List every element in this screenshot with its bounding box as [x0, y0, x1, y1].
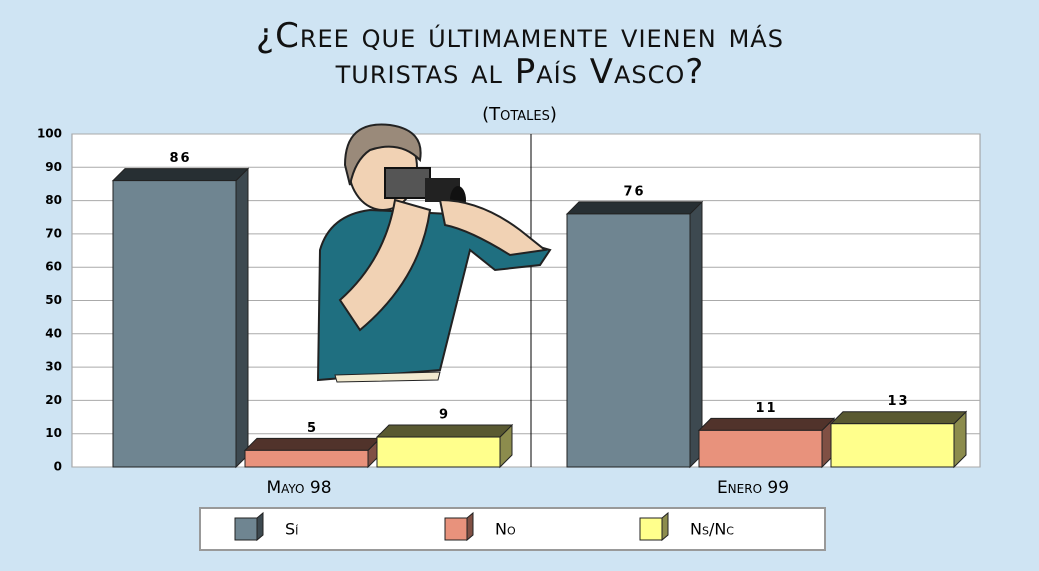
y-tick-label: 10: [45, 426, 62, 440]
y-tick-label: 40: [45, 326, 62, 340]
bar-front: [831, 424, 954, 467]
bar-side: [690, 202, 702, 467]
legend-label: No: [495, 520, 516, 539]
legend-swatch-side: [662, 513, 668, 540]
bar-front: [377, 437, 500, 467]
chart-subtitle: (Totales): [0, 104, 1039, 125]
bar-front: [699, 430, 822, 467]
bar-top: [567, 202, 702, 214]
y-tick-label: 80: [45, 193, 62, 207]
legend-label: Ns/Nc: [690, 520, 734, 539]
y-tick-label: 90: [45, 160, 62, 174]
page: 86 5 9 76 11 13 Sí No Ns/Nc 0 10 20 30 40 50 60 70 80 90…: [0, 0, 1039, 571]
legend-label: Sí: [285, 520, 298, 539]
x-tick-label: Mayo 98: [266, 478, 331, 498]
bar-top: [245, 438, 380, 450]
bar-front: [245, 450, 368, 467]
legend-swatch: [235, 518, 257, 540]
y-tick-label: 0: [54, 460, 62, 474]
chart-title: ¿Cree que últimamente vienen más turista…: [200, 18, 840, 90]
x-tick-label: Enero 99: [717, 478, 789, 498]
bar-top: [831, 412, 966, 424]
legend-swatch: [640, 518, 662, 540]
bar: [699, 418, 834, 467]
value-label: 9: [439, 408, 450, 423]
y-tick-label: 20: [45, 393, 62, 407]
bar: [831, 412, 966, 467]
y-tick-label: 70: [45, 226, 62, 240]
bar-side: [236, 169, 248, 467]
value-label: 5: [307, 421, 318, 436]
bar-top: [377, 425, 512, 437]
y-tick-label: 30: [45, 360, 62, 374]
bar: [245, 438, 380, 467]
bar-top: [113, 169, 248, 181]
value-label: 13: [887, 394, 909, 409]
y-tick-label: 100: [37, 127, 62, 141]
bar-top: [699, 418, 834, 430]
legend-swatch-side: [467, 513, 473, 540]
legend-swatch: [445, 518, 467, 540]
bar-front: [567, 214, 690, 467]
value-label: 11: [755, 401, 777, 416]
bar-front: [113, 181, 236, 467]
bar: [377, 425, 512, 467]
value-label: 86: [169, 151, 191, 166]
legend-swatch-side: [257, 513, 263, 540]
y-tick-label: 60: [45, 260, 62, 274]
y-tick-label: 50: [45, 293, 62, 307]
bar: [113, 169, 248, 467]
bar: [567, 202, 702, 467]
value-label: 76: [623, 184, 645, 199]
